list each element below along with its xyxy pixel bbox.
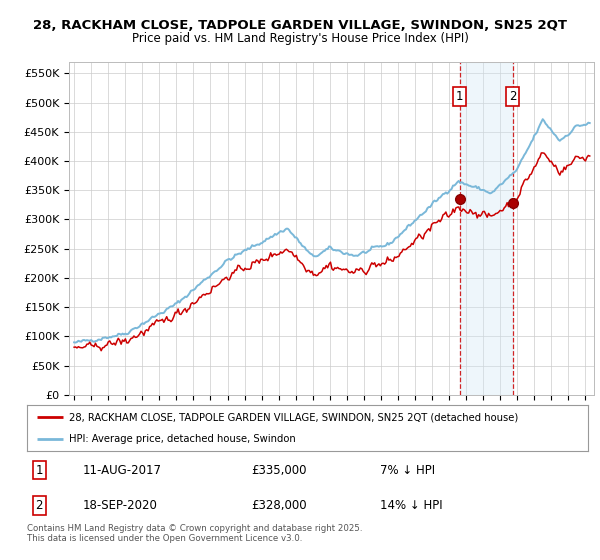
Text: 1: 1 [35,464,43,477]
Text: £328,000: £328,000 [251,499,307,512]
Text: HPI: Average price, detached house, Swindon: HPI: Average price, detached house, Swin… [69,435,296,444]
Bar [460,62,512,395]
Text: 28, RACKHAM CLOSE, TADPOLE GARDEN VILLAGE, SWINDON, SN25 2QT (detached house): 28, RACKHAM CLOSE, TADPOLE GARDEN VILLAG… [69,412,518,422]
Text: 18-SEP-2020: 18-SEP-2020 [83,499,158,512]
Text: 14% ↓ HPI: 14% ↓ HPI [380,499,443,512]
Text: 28, RACKHAM CLOSE, TADPOLE GARDEN VILLAGE, SWINDON, SN25 2QT: 28, RACKHAM CLOSE, TADPOLE GARDEN VILLAG… [33,19,567,32]
Text: 2: 2 [35,499,43,512]
Text: £335,000: £335,000 [251,464,307,477]
Text: 2: 2 [509,90,516,103]
Text: Price paid vs. HM Land Registry's House Price Index (HPI): Price paid vs. HM Land Registry's House … [131,32,469,45]
Text: 11-AUG-2017: 11-AUG-2017 [83,464,162,477]
Text: Contains HM Land Registry data © Crown copyright and database right 2025.
This d: Contains HM Land Registry data © Crown c… [27,524,362,543]
Text: 7% ↓ HPI: 7% ↓ HPI [380,464,436,477]
Text: 1: 1 [456,90,463,103]
